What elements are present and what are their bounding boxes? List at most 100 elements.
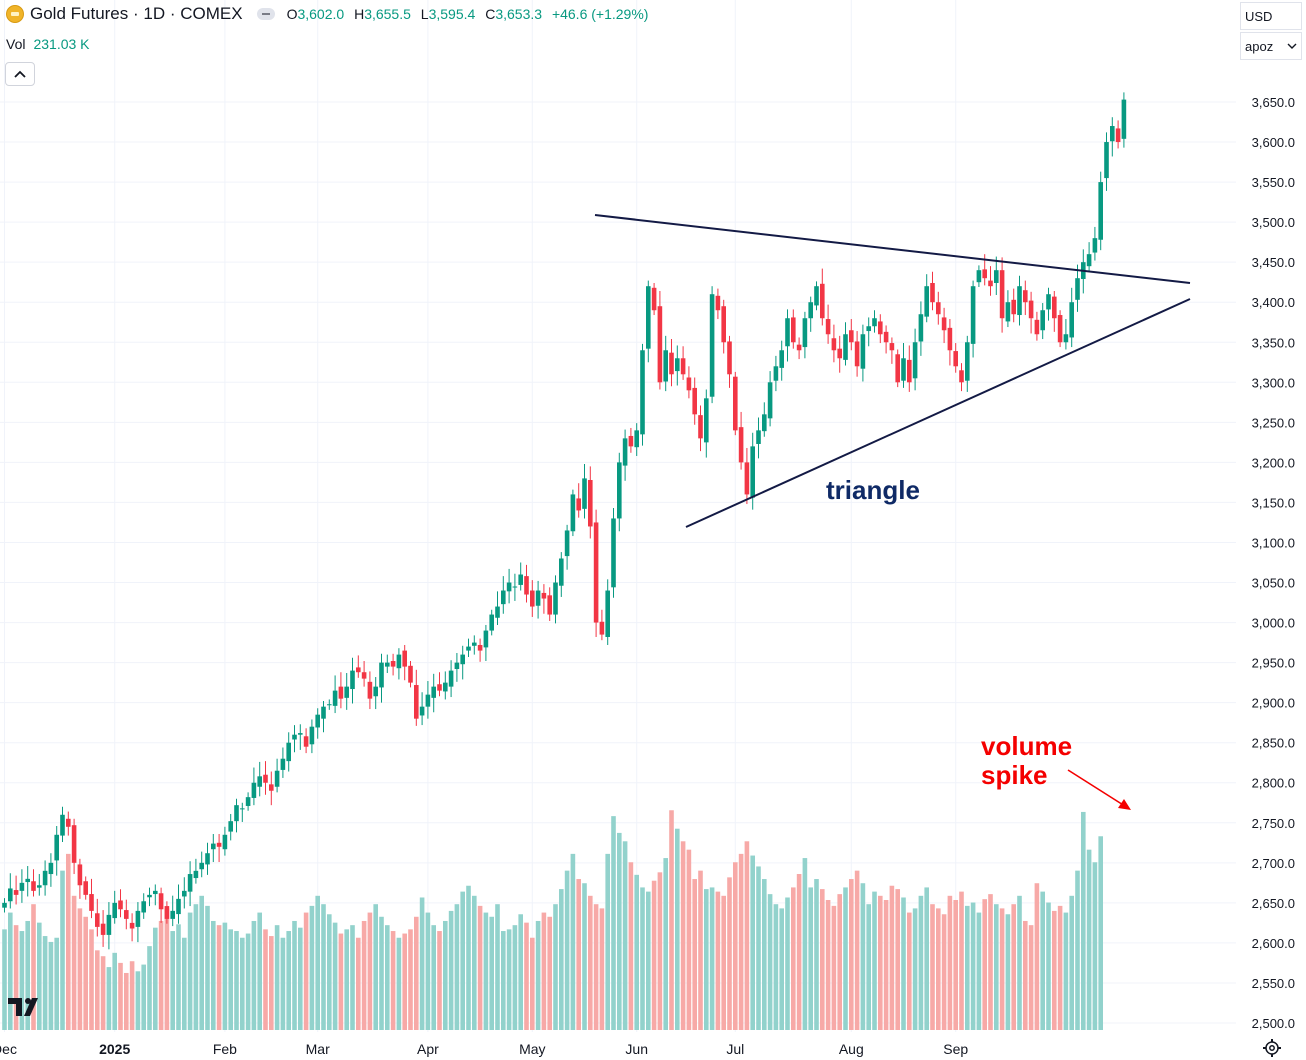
candle-body (216, 842, 222, 847)
candle-body (750, 446, 755, 498)
candle-body (907, 359, 912, 383)
volume-bar (622, 841, 628, 1030)
price-tick-label: 2,550.0 (1252, 976, 1295, 991)
volume-bar (356, 937, 361, 1030)
volume-bar (216, 925, 222, 1030)
candle-body (704, 398, 709, 443)
candle-body (170, 910, 175, 919)
volume-bar (715, 891, 721, 1030)
volume-bar (13, 925, 19, 1030)
volume-spike-annotation-line1: volume (981, 731, 1072, 761)
time-axis: Dec 2025 Feb Mar Apr May Jun Jul Aug Sep (0, 1041, 968, 1057)
price-tick-label: 3,650.0 (1252, 95, 1295, 110)
candle-body (280, 758, 286, 770)
triangle-pattern (594, 214, 1191, 528)
volume-spike-arrow (1067, 769, 1131, 810)
volume-bar (332, 922, 338, 1030)
candle-body (454, 662, 460, 670)
candle-body (25, 878, 30, 883)
candle-body (559, 558, 564, 586)
candle-body (588, 480, 593, 527)
volume-bar (947, 895, 953, 1030)
volume-bar (472, 895, 477, 1030)
volume-bar (1075, 870, 1080, 1030)
candle-body (953, 351, 958, 367)
volume-bar (298, 927, 303, 1030)
settings-gear-icon[interactable] (1262, 1038, 1282, 1058)
candle-body (657, 306, 663, 383)
candle-body (883, 331, 889, 343)
hide-legend-icon[interactable] (256, 8, 275, 20)
candle-body (1034, 319, 1040, 335)
volume-bar (495, 904, 500, 1030)
candle-body (112, 902, 117, 919)
volume-value: 231.03 K (33, 36, 90, 52)
volume-bar (240, 937, 245, 1030)
volume-bar (611, 816, 616, 1030)
candle-body (599, 621, 605, 635)
candle-body (866, 326, 871, 332)
candle-body (228, 821, 233, 832)
candle-body (54, 834, 59, 861)
volume-bar (994, 904, 999, 1030)
volume-bar (141, 964, 146, 1030)
candle-body (240, 808, 245, 810)
candle-body (164, 906, 170, 919)
volume-bar (286, 931, 291, 1030)
collapse-legend-button[interactable] (5, 62, 35, 86)
volume-bar (483, 912, 489, 1030)
candle-body (982, 269, 987, 279)
volume-bar (477, 905, 483, 1030)
volume-bar (31, 904, 36, 1030)
volume-bar (385, 925, 390, 1030)
volume-bar (657, 872, 663, 1030)
tradingview-logo-icon (8, 998, 38, 1016)
price-tick-label: 3,250.0 (1252, 415, 1295, 430)
candle-body (83, 881, 88, 895)
candle-body (663, 350, 668, 382)
volume-bar (83, 916, 88, 1030)
volume-bar (274, 925, 280, 1030)
volume-bar (100, 956, 106, 1030)
volume-bar (1069, 895, 1074, 1030)
volume-bar (518, 914, 523, 1030)
candle-body (251, 782, 257, 798)
volume-bar (582, 883, 587, 1030)
volume-bar (1098, 836, 1103, 1030)
volume-bar (1063, 912, 1069, 1030)
candle-body (263, 774, 268, 783)
volume-bar (692, 879, 697, 1030)
price-tick-label: 2,600.0 (1252, 936, 1295, 951)
volume-bar (541, 912, 547, 1030)
scale-selector[interactable]: apoz (1240, 32, 1302, 60)
volume-bar (129, 961, 135, 1030)
candle-body (970, 286, 976, 344)
symbol-title[interactable]: Gold Futures · 1D · COMEX (30, 4, 243, 23)
candle-body (315, 714, 320, 728)
volume-bar (269, 936, 274, 1030)
volume-bar (646, 891, 651, 1030)
candle-body (460, 654, 465, 665)
volume-bar (37, 922, 42, 1030)
volume-bar (1034, 883, 1040, 1030)
volume-bar (48, 941, 54, 1030)
volume-bar (245, 933, 251, 1030)
currency-selector[interactable]: USD (1240, 2, 1302, 30)
volume-bar (408, 929, 413, 1030)
candle-body (390, 661, 396, 667)
volume-bar (530, 937, 535, 1030)
candle-body (1075, 278, 1080, 300)
volume-bar (419, 897, 425, 1030)
time-tick-label: Aug (839, 1041, 864, 1057)
candle-body (385, 662, 390, 667)
candle-body (477, 644, 483, 651)
volume-bar (251, 920, 257, 1030)
candle-body (617, 462, 622, 519)
volume-bar (524, 922, 529, 1030)
candle-body (292, 734, 297, 740)
volume-spike-annotation-line2: spike (981, 760, 1048, 790)
volume-bar (135, 971, 141, 1030)
price-tick-label: 3,450.0 (1252, 255, 1295, 270)
volume-bar (820, 889, 825, 1030)
